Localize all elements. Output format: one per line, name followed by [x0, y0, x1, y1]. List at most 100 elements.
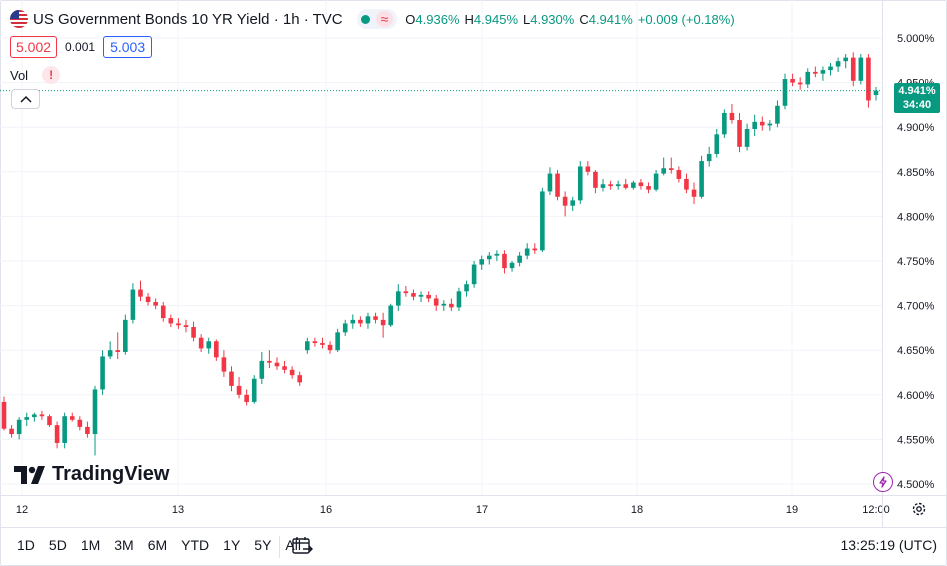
range-3m-button[interactable]: 3M	[114, 537, 134, 553]
tradingview-logo[interactable]: TradingView	[14, 463, 169, 486]
bottom-toolbar: 1D 5D 1M 3M 6M YTD 1Y 5Y All 13:25:19 (U…	[0, 527, 947, 566]
candle-body	[676, 170, 682, 179]
us-flag-icon	[10, 10, 28, 28]
candle-body	[16, 419, 22, 435]
candle-body	[767, 123, 773, 126]
candle-body	[449, 303, 454, 308]
candle-body	[251, 378, 257, 402]
candle-body	[176, 323, 181, 326]
calendar-range-icon[interactable]	[290, 534, 314, 558]
warning-icon[interactable]: !	[42, 66, 61, 84]
y-tick-label: 4.500%	[897, 479, 935, 491]
candle-body	[388, 305, 394, 326]
candle-body	[570, 200, 575, 206]
candle-body	[395, 291, 401, 306]
range-1y-button[interactable]: 1Y	[223, 537, 241, 553]
candle-body	[115, 350, 121, 352]
volume-label[interactable]: Vol	[10, 67, 29, 83]
candle-body	[441, 303, 447, 306]
candle-body	[631, 182, 636, 188]
range-1d-button[interactable]: 1D	[17, 537, 35, 553]
ohlc-values: O4.936% H4.945% L4.930% C4.941% +0.009 (…	[405, 12, 734, 27]
gear-icon[interactable]	[910, 500, 928, 518]
range-5y-button[interactable]: 5Y	[254, 537, 272, 553]
replay-icon[interactable]	[873, 472, 893, 492]
candle-body	[244, 394, 249, 402]
candle-body	[229, 371, 234, 386]
x-tick-label: 13	[172, 504, 184, 516]
chart-legend: US Government Bonds 10 YR Yield · 1h · T…	[10, 9, 735, 29]
toolbar-divider	[279, 536, 280, 558]
buy-button[interactable]: 5.003	[103, 36, 153, 58]
candle-body	[494, 253, 500, 256]
candle-body	[691, 189, 697, 197]
candle-body	[797, 82, 803, 85]
open-label: O	[405, 11, 416, 27]
candle-body	[608, 184, 613, 187]
candle-body	[577, 166, 583, 201]
y-tick-label: 4.850%	[897, 167, 935, 179]
candle-body	[729, 112, 735, 121]
candle-body	[62, 416, 67, 443]
candle-body	[350, 319, 356, 324]
candle-body	[236, 385, 242, 395]
candle-body	[835, 61, 841, 67]
candle-body	[547, 173, 553, 192]
candle-body	[638, 182, 644, 187]
last-price-value: 4.941%	[898, 85, 936, 97]
utc-clock[interactable]: 13:25:19 (UTC)	[840, 537, 937, 553]
candle-body	[540, 191, 545, 251]
candle-body	[365, 316, 371, 324]
candle-body	[653, 173, 659, 190]
y-tick-label: 4.650%	[897, 345, 935, 357]
spread-value: 0.001	[65, 40, 96, 54]
x-tick-label: 17	[476, 504, 488, 516]
low-label: L	[523, 11, 531, 27]
candle-body	[191, 327, 196, 338]
candle-body	[198, 337, 204, 349]
candle-body	[403, 291, 409, 294]
x-tick-label: 16	[320, 504, 332, 516]
candle-body	[555, 173, 560, 197]
candle-body	[820, 70, 826, 74]
candle-body	[411, 293, 416, 297]
x-tick-label: 19	[786, 504, 798, 516]
y-tick-label: 4.800%	[897, 211, 935, 223]
candle-body	[123, 319, 128, 352]
candle-body	[699, 161, 704, 197]
price-chart[interactable]: 5.000%4.950%4.900%4.850%4.800%4.750%4.70…	[0, 0, 947, 527]
candle-body	[206, 341, 212, 349]
chevron-up-icon	[19, 95, 32, 103]
candle-body	[54, 425, 60, 443]
range-1m-button[interactable]: 1M	[80, 537, 101, 553]
candle-body	[524, 248, 530, 256]
range-5d-button[interactable]: 5D	[48, 537, 67, 553]
sell-button[interactable]: 5.002	[10, 36, 58, 58]
delayed-data-icon: ≈	[375, 11, 394, 27]
range-6m-button[interactable]: 6M	[147, 537, 168, 553]
candle-body	[335, 332, 340, 351]
candle-body	[585, 166, 591, 172]
candle-body	[107, 350, 113, 357]
collapse-legend-button[interactable]	[11, 89, 40, 109]
candle-body	[646, 186, 651, 190]
candle-body	[813, 71, 818, 74]
candle-body	[267, 360, 272, 363]
candle-body	[684, 178, 689, 190]
high-value: 4.945%	[473, 11, 518, 27]
candle-body	[214, 341, 219, 358]
high-label: H	[464, 11, 474, 27]
candle-body	[32, 414, 37, 418]
candle-body	[358, 319, 363, 324]
candle-body	[623, 184, 629, 188]
candle-body	[593, 171, 598, 188]
candle-body	[752, 121, 757, 129]
range-ytd-button[interactable]: YTD	[181, 537, 210, 553]
candle-body	[722, 112, 727, 135]
candle-body	[790, 79, 795, 83]
candle-body	[456, 291, 462, 308]
symbol-title[interactable]: US Government Bonds 10 YR Yield · 1h · T…	[33, 10, 343, 28]
market-status-pill[interactable]: ≈	[356, 9, 398, 29]
open-value: 4.936%	[415, 11, 460, 27]
y-tick-label: 5.000%	[897, 33, 935, 45]
